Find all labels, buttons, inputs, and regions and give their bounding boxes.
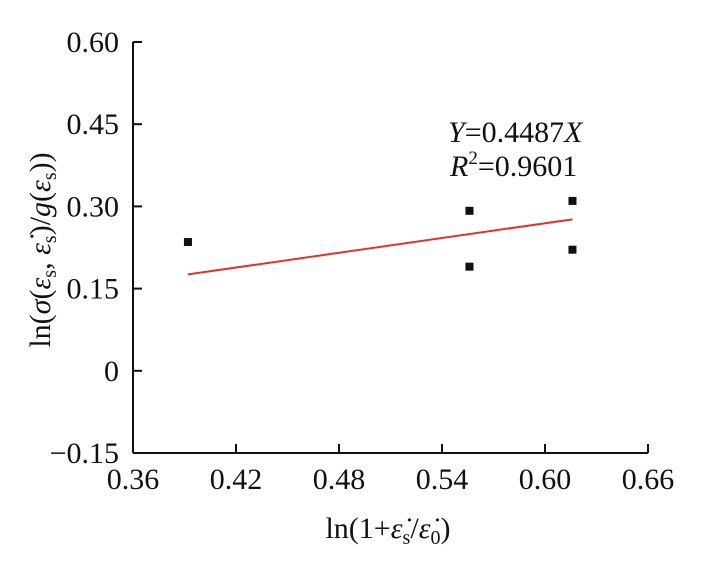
y-tick-label: −0.15 <box>50 437 119 470</box>
data-point <box>568 196 577 205</box>
x-tick-label: 0.42 <box>210 463 263 496</box>
y-tick-label: 0.15 <box>67 273 120 306</box>
data-point <box>465 262 474 271</box>
x-tick-label: 0.60 <box>519 463 572 496</box>
fit-line-group <box>187 218 573 276</box>
y-tick-label: 0.45 <box>67 108 120 141</box>
x-tick-label: 0.48 <box>313 463 366 496</box>
ticks: 0.36 0.42 0.48 0.54 0.60 0.66 −0.15 0 0.15 0.30 0.… <box>50 26 675 496</box>
data-point <box>568 245 577 254</box>
y-tick-label: 0 <box>104 355 119 388</box>
axes <box>132 42 648 454</box>
fit-line <box>187 218 573 276</box>
x-axis-title: ln(1+ε̇s/ε̇0) <box>325 512 450 549</box>
data-points <box>183 196 577 271</box>
x-tick-label: 0.54 <box>416 463 469 496</box>
y-axis-title: ln(σ(εs, ε̇s)/g(εs)) <box>24 152 61 347</box>
data-point <box>183 238 192 247</box>
data-point <box>465 206 474 215</box>
y-tick-label: 0.60 <box>67 26 120 59</box>
x-tick-label: 0.36 <box>107 463 160 496</box>
fit-r2: R2=0.9601 <box>449 148 577 183</box>
fit-equation: Y=0.4487X <box>448 116 584 149</box>
x-tick-label: 0.66 <box>622 463 675 496</box>
y-tick-label: 0.30 <box>67 190 120 223</box>
